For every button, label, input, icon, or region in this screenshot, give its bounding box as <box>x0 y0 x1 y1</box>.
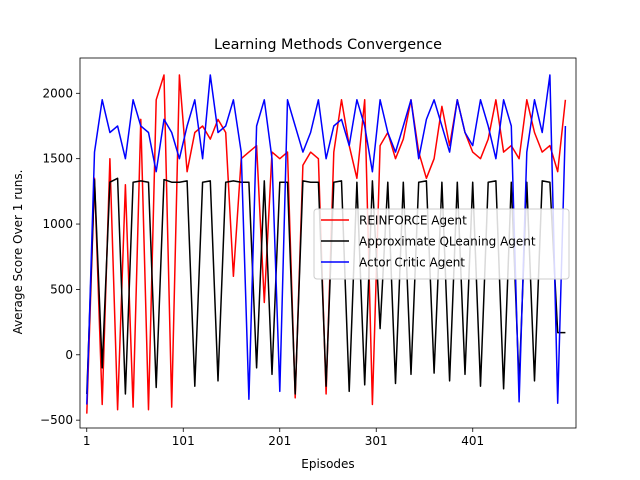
y-tick-label: 1000 <box>42 217 73 231</box>
y-tick-label: −500 <box>40 413 73 427</box>
x-axis: 1 101 201 301 401 <box>83 428 484 448</box>
chart-title: Learning Methods Convergence <box>214 37 442 53</box>
x-tick-label: 1 <box>83 434 91 448</box>
y-tick-label: 1500 <box>42 152 73 166</box>
legend-label: Actor Critic Agent <box>359 256 465 270</box>
y-axis: −500 0 500 1000 1500 2000 <box>40 86 80 427</box>
x-axis-title: Episodes <box>301 457 354 471</box>
legend-label: REINFORCE Agent <box>359 214 467 228</box>
y-tick-label: 500 <box>50 282 73 296</box>
series-line-3 <box>86 74 567 405</box>
legend-label: Approximate QLeaning Agent <box>359 235 536 249</box>
legend[interactable]: REINFORCE Agent Approximate QLeaning Agen… <box>313 208 570 280</box>
x-tick-label: 201 <box>268 434 291 448</box>
x-tick-label: 301 <box>365 434 388 448</box>
legend-box <box>313 208 570 280</box>
plot-frame <box>79 57 577 429</box>
y-tick-label: 0 <box>65 348 73 362</box>
y-axis-title: Average Score Over 1 runs. <box>11 170 25 335</box>
x-tick-label: 101 <box>172 434 195 448</box>
x-tick-label: 401 <box>461 434 484 448</box>
y-tick-label: 2000 <box>42 86 73 100</box>
series-line-1 <box>86 74 567 414</box>
